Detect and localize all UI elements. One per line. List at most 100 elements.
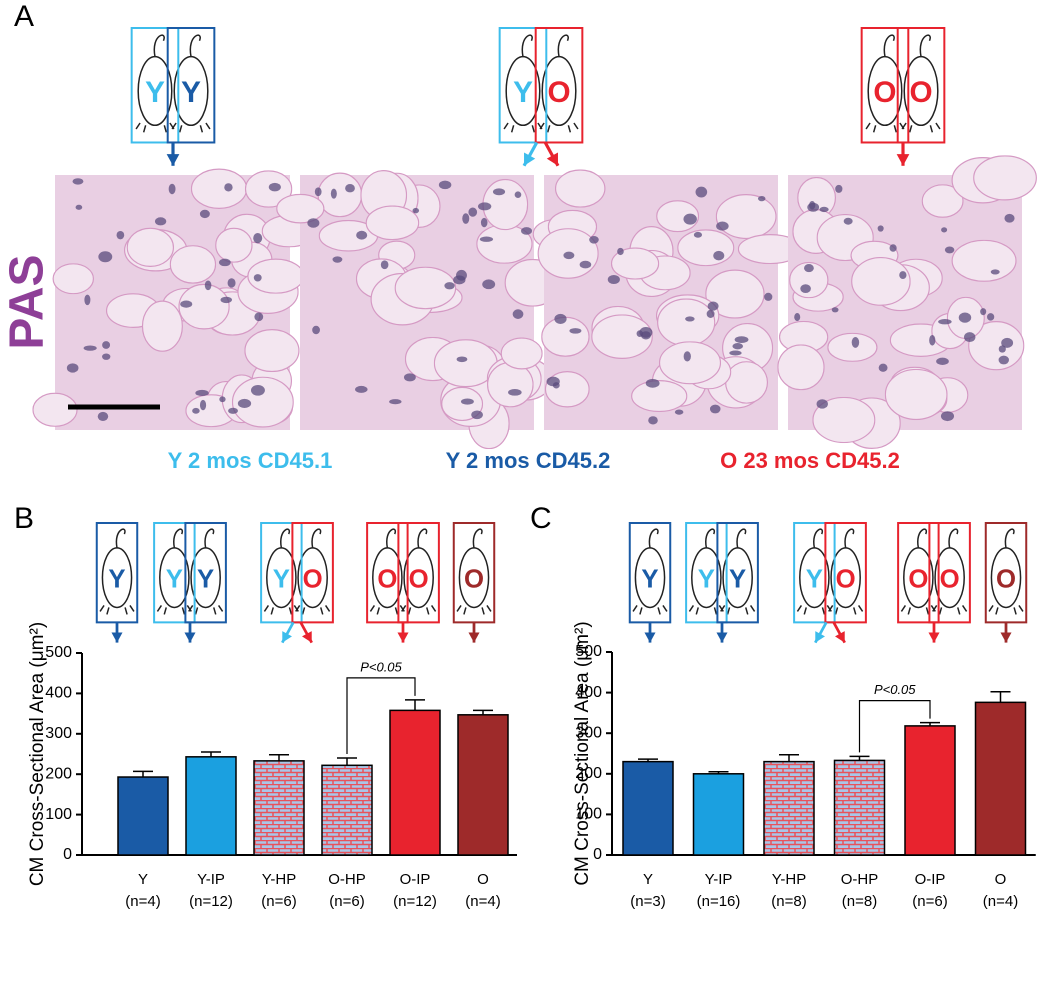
- icon-letter: O: [909, 76, 932, 109]
- icon-frame: [498, 27, 548, 144]
- icon-letter: O: [908, 565, 928, 593]
- cell-nucleus: [998, 345, 1006, 353]
- mouse-feet: [99, 605, 135, 615]
- mouse-body: [867, 55, 903, 127]
- cell: [852, 258, 910, 306]
- x-tick-label: O-IP: [400, 871, 431, 888]
- cell-nucleus: [253, 274, 262, 282]
- bar: [321, 764, 373, 856]
- cell-nucleus: [617, 247, 624, 256]
- icon-arrow-head: [111, 632, 123, 643]
- mouse-body: [159, 547, 190, 609]
- mouse-tail: [883, 34, 895, 57]
- mouse-body: [691, 547, 722, 609]
- legend-entry: Y 2 mos CD45.2: [446, 448, 611, 473]
- mouse-feet: [539, 122, 579, 133]
- mouse-feet: [503, 122, 543, 133]
- sample-size-label: (n=4): [125, 893, 160, 910]
- mouse-tail: [917, 528, 928, 548]
- mouse-body: [101, 547, 133, 609]
- y-tick-label: 200: [45, 765, 72, 782]
- cell-nucleus: [444, 282, 455, 290]
- cell-nucleus: [219, 396, 226, 403]
- error-bar: [920, 721, 940, 726]
- mouse-feet: [688, 605, 724, 615]
- cell-nucleus: [508, 389, 522, 396]
- icon-arrow-head: [397, 632, 409, 643]
- icon-arrow-head: [282, 631, 292, 643]
- icon-arrow-head: [524, 152, 536, 166]
- cell: [542, 317, 589, 356]
- y-tick-label: 400: [575, 684, 602, 701]
- cell-nucleus: [462, 213, 470, 224]
- cell-nucleus: [1004, 213, 1015, 223]
- cell-nucleus: [199, 209, 210, 219]
- cell-nucleus: [819, 206, 829, 213]
- x-tick-label: Y-IP: [197, 871, 225, 888]
- cell: [277, 194, 324, 223]
- cell-nucleus: [713, 250, 725, 261]
- mouse-feet: [900, 605, 936, 615]
- error-bar: [269, 754, 289, 761]
- panel-label: C: [530, 502, 552, 535]
- bar: [974, 701, 1027, 856]
- y-tick-label: 100: [575, 806, 602, 823]
- cell-nucleus: [228, 407, 238, 414]
- cell: [632, 381, 687, 412]
- cell: [778, 345, 824, 390]
- sample-size-label: (n=4): [465, 893, 500, 910]
- cell-nucleus: [636, 330, 644, 338]
- cell-nucleus: [102, 353, 111, 360]
- cell-nucleus: [250, 384, 265, 396]
- legend-entry: Y 2 mos CD45.1: [168, 448, 333, 473]
- cell-nucleus: [83, 345, 97, 351]
- cell-nucleus: [154, 217, 167, 226]
- cell: [245, 171, 291, 207]
- icon-arrow-head: [928, 632, 940, 643]
- mouse-tail: [386, 528, 397, 548]
- mouse-body: [934, 547, 965, 609]
- icon-letter: O: [836, 565, 856, 593]
- mouse-feet: [401, 605, 437, 615]
- y-tick-label: 400: [45, 685, 72, 702]
- y-axis-label: CM Cross-Sectional Area (μm²): [572, 621, 593, 885]
- cell-nucleus: [512, 309, 524, 319]
- mouse-feet: [156, 605, 192, 615]
- cell: [952, 240, 1016, 281]
- cell-nucleus: [936, 357, 949, 365]
- cell-nucleus: [514, 191, 522, 199]
- mouse-body: [372, 547, 403, 609]
- cell: [706, 270, 764, 318]
- cell: [366, 206, 418, 240]
- annotation: P<0.05: [360, 659, 402, 674]
- cell: [170, 246, 215, 283]
- icon-letter: O: [873, 76, 896, 109]
- cell-nucleus: [180, 300, 193, 308]
- cell: [885, 369, 947, 419]
- cell: [216, 228, 252, 262]
- y-tick-label: 200: [575, 765, 602, 782]
- mouse-feet: [295, 605, 331, 615]
- panel-label: B: [14, 502, 34, 535]
- cell-nucleus: [851, 337, 860, 348]
- icon-frame: [793, 522, 836, 624]
- mouse-tail: [115, 528, 126, 548]
- mouse-feet: [263, 605, 299, 615]
- mouse-feet: [901, 122, 941, 133]
- mouse-tail: [557, 34, 569, 57]
- mouse-tail: [173, 528, 184, 548]
- sample-size-label: (n=6): [329, 893, 364, 910]
- cell-nucleus: [958, 312, 972, 323]
- mouse-feet: [796, 605, 832, 615]
- cell-nucleus: [569, 328, 582, 334]
- cell-nucleus: [356, 230, 368, 240]
- cell-nucleus: [794, 313, 801, 322]
- cell-nucleus: [72, 178, 84, 185]
- x-tick-label: Y-IP: [705, 871, 733, 888]
- cell-nucleus: [987, 313, 995, 321]
- icon-arrow-head: [815, 631, 825, 643]
- cell-nucleus: [693, 231, 703, 238]
- cell: [442, 387, 483, 420]
- icon-letter: O: [409, 565, 429, 593]
